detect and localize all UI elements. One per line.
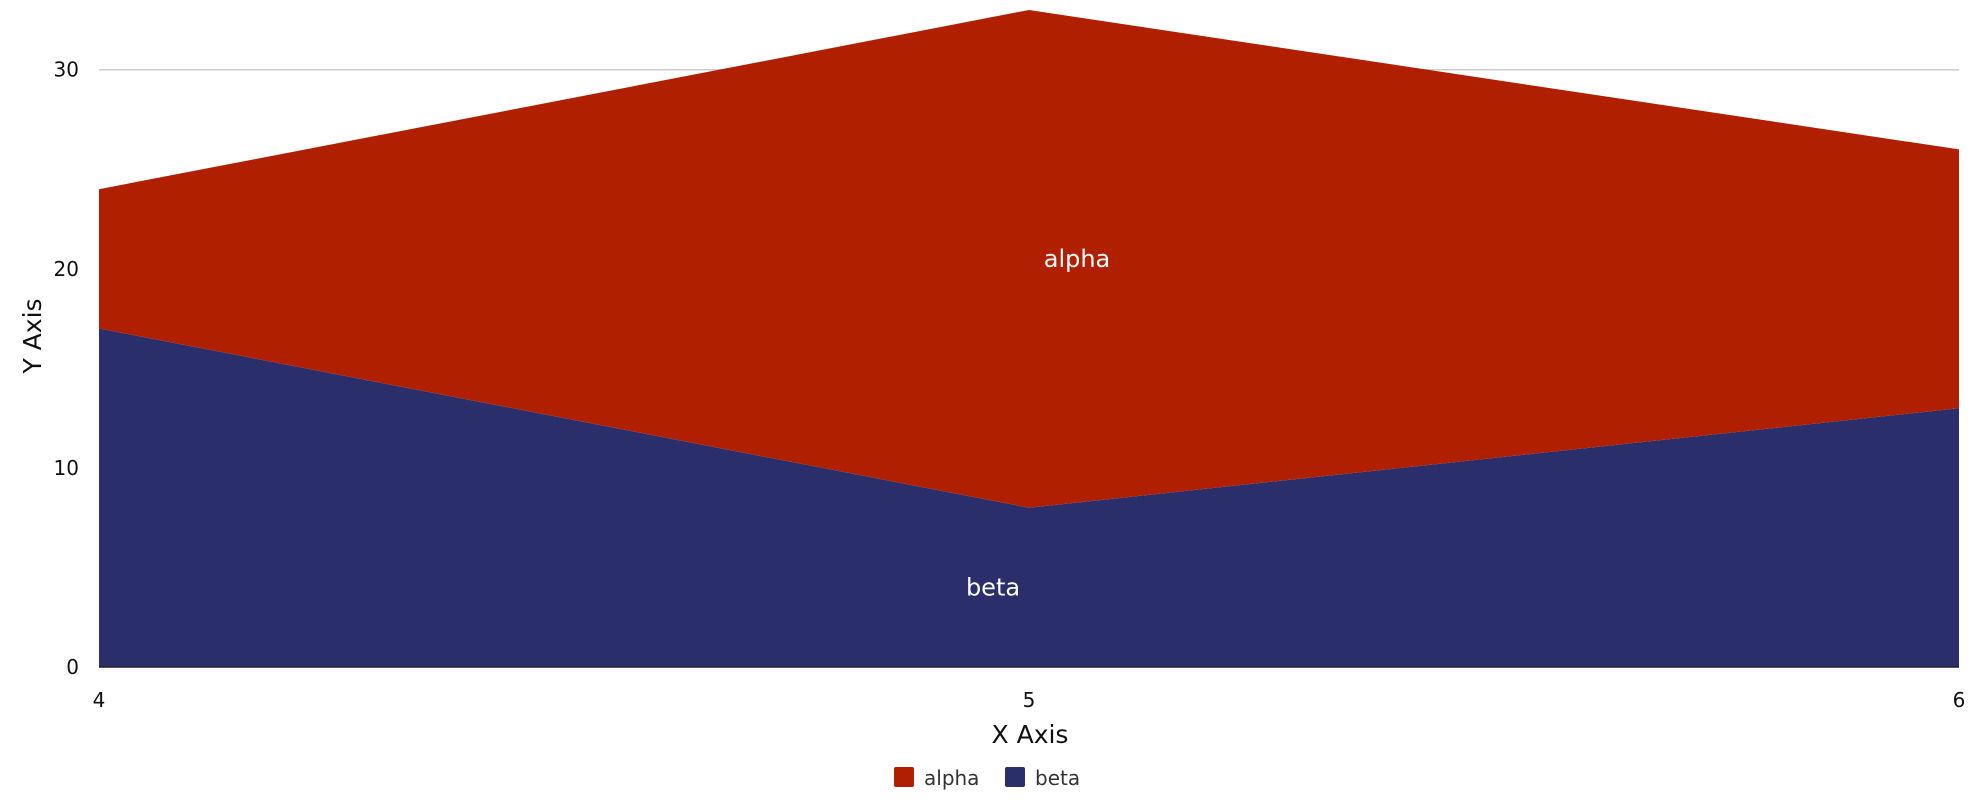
x-tick-label: 4 <box>93 688 106 712</box>
x-tick-label: 5 <box>1023 688 1036 712</box>
area-labels: beta alpha <box>966 245 1110 602</box>
y-tick-label: 30 <box>54 58 79 82</box>
area-label-beta: beta <box>966 573 1020 601</box>
legend-item-beta[interactable]: beta <box>1005 766 1080 790</box>
area-label-alpha: alpha <box>1044 245 1111 273</box>
axes: X Axis Y Axis 0 10 20 30 4 5 6 <box>18 58 1965 749</box>
legend-swatch-beta <box>1005 767 1025 787</box>
legend-label-alpha: alpha <box>924 766 979 790</box>
legend: alpha beta <box>894 766 1080 790</box>
y-axis-title: Y Axis <box>18 298 47 374</box>
x-axis-title: X Axis <box>992 720 1069 749</box>
area-beta[interactable] <box>99 328 1959 668</box>
y-tick-label: 10 <box>54 456 79 480</box>
area-series <box>99 10 1959 667</box>
legend-item-alpha[interactable]: alpha <box>894 766 979 790</box>
y-tick-label: 0 <box>66 655 79 679</box>
y-tick-label: 20 <box>54 257 79 281</box>
legend-swatch-alpha <box>894 767 914 787</box>
legend-label-beta: beta <box>1035 766 1080 790</box>
x-tick-label: 6 <box>1953 688 1966 712</box>
area-alpha[interactable] <box>99 10 1959 508</box>
